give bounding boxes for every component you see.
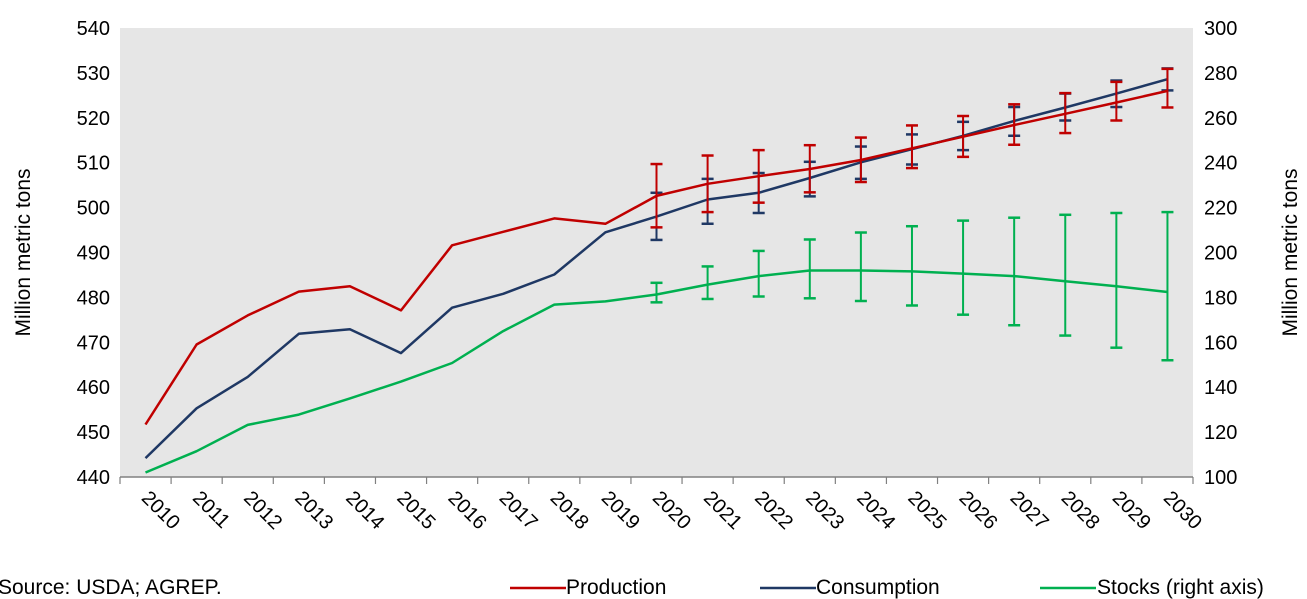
y-tick-label-right: 300 — [1204, 18, 1237, 40]
legend-item: Stocks (right axis) — [1040, 576, 1264, 599]
legend-label: Consumption — [816, 576, 940, 599]
x-tick-label: 2021 — [699, 487, 746, 534]
x-tick-label: 2028 — [1057, 487, 1104, 534]
y-axis-title-left: Million metric tons — [12, 168, 35, 336]
x-tick-label: 2015 — [392, 487, 439, 534]
x-tick-label: 2019 — [597, 487, 644, 534]
y-tick-label-right: 120 — [1204, 422, 1237, 444]
x-tick-label: 2024 — [852, 487, 899, 534]
x-tick-label: 2010 — [137, 487, 184, 534]
y-tick-label-right: 160 — [1204, 332, 1237, 354]
series-stocks-right-axis — [145, 210, 1174, 474]
x-tick-label: 2016 — [444, 487, 491, 534]
legend-label: Stocks (right axis) — [1097, 576, 1264, 599]
y-tick-label-right: 200 — [1204, 243, 1237, 265]
y-tick-label-right: 240 — [1204, 153, 1237, 175]
y-tick-label-left: 450 — [77, 422, 110, 444]
y-tick-label-left: 540 — [77, 18, 110, 40]
x-tick-label: 2018 — [546, 487, 593, 534]
x-tick-label: 2023 — [801, 487, 848, 534]
x-tick-label: 2027 — [1006, 487, 1053, 534]
y-tick-label-right: 220 — [1204, 198, 1237, 220]
y-tick-label-left: 480 — [77, 287, 110, 309]
y-tick-label-left: 490 — [77, 243, 110, 265]
plot-area — [120, 28, 1193, 477]
y-tick-label-right: 100 — [1204, 467, 1237, 489]
y-tick-label-left: 510 — [77, 153, 110, 175]
y-tick-label-left: 460 — [77, 377, 110, 399]
x-tick-label: 2013 — [290, 487, 337, 534]
x-tick-label: 2029 — [1108, 487, 1155, 534]
y-tick-label-left: 500 — [77, 198, 110, 220]
y-tick-label-left: 440 — [77, 467, 110, 489]
series-production — [144, 67, 1174, 426]
x-tick-label: 2012 — [239, 487, 286, 534]
y-tick-label-left: 470 — [77, 332, 110, 354]
legend-item: Production — [510, 576, 666, 599]
x-tick-label: 2011 — [188, 487, 234, 533]
y-tick-label-right: 280 — [1204, 63, 1237, 85]
source-note: Source: USDA; AGREP. — [0, 576, 222, 599]
y-axis-title-right: Million metric tons — [1279, 168, 1302, 336]
x-tick-label: 2030 — [1159, 487, 1206, 534]
y-tick-label-right: 180 — [1204, 287, 1237, 309]
y-tick-label-left: 530 — [77, 63, 110, 85]
x-tick-label: 2014 — [341, 487, 388, 534]
x-tick-label: 2017 — [495, 487, 542, 534]
y-tick-label-left: 520 — [77, 108, 110, 130]
y-tick-label-right: 140 — [1204, 377, 1237, 399]
x-tick-label: 2022 — [750, 487, 797, 534]
y-tick-label-right: 260 — [1204, 108, 1237, 130]
x-tick-label: 2020 — [648, 487, 695, 534]
legend-item: Consumption — [760, 576, 940, 599]
x-tick-label: 2025 — [903, 487, 950, 534]
x-tick-label: 2026 — [955, 487, 1002, 534]
legend-label: Production — [566, 576, 666, 599]
